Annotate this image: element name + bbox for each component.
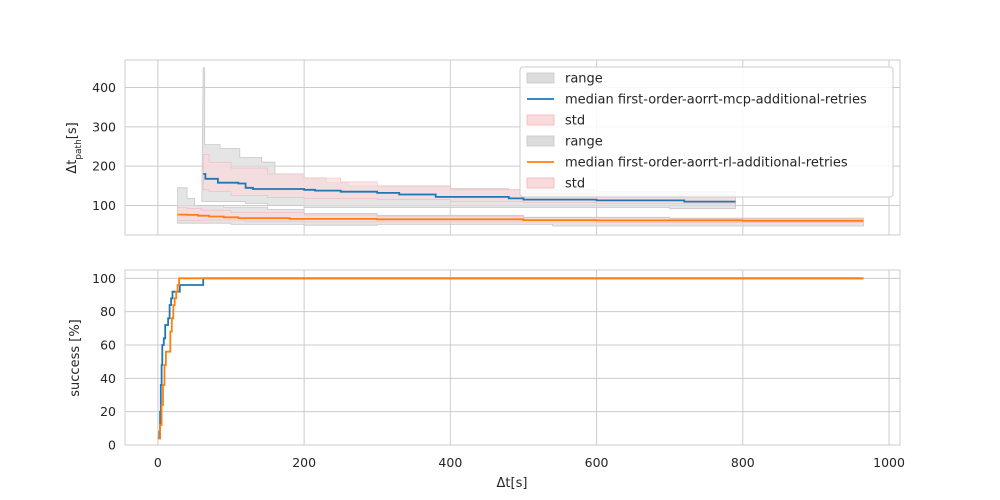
top-y-tick-label: 400 <box>92 80 116 95</box>
legend-swatch-3 <box>526 135 555 147</box>
std-band-0 <box>202 154 736 206</box>
legend-label-5: std <box>565 177 585 192</box>
x-tick-label: 0 <box>154 455 162 470</box>
legend-swatch-0 <box>526 72 555 84</box>
bottom-y-tick-label: 20 <box>100 404 116 419</box>
x-tick-label: 400 <box>438 455 462 470</box>
bottom-y-tick-label: 100 <box>92 271 116 286</box>
x-tick-label: 200 <box>292 455 316 470</box>
top-y-tick-label: 100 <box>92 198 116 213</box>
bottom-y-tick-label: 40 <box>100 371 116 386</box>
bottom-tick-labels: 0 200 400 600 800 1000 0 20 40 60 80 100 <box>92 271 905 470</box>
bottom-success-lines <box>157 277 864 440</box>
bottom-y-tick-label: 60 <box>100 338 116 353</box>
top-panel: 100 200 300 400 Δtpath[s] range median first… <box>65 59 901 236</box>
bottom-panel: 0 200 400 600 800 1000 0 20 40 60 80 100 success [%… <box>68 269 905 491</box>
top-y-tick-label: 200 <box>92 159 116 174</box>
bottom-y-tick-label: 0 <box>108 438 116 453</box>
median-line-1 <box>177 213 864 222</box>
bottom-y-axis-label: success [%] <box>68 319 83 396</box>
top-y-axis-label: Δtpath[s] <box>65 122 84 173</box>
bottom-plot-area <box>124 269 901 446</box>
top-y-tick-label: 300 <box>92 119 116 134</box>
top-median-lines <box>177 173 864 222</box>
x-tick-label: 1000 <box>873 455 905 470</box>
median-line-0 <box>203 173 736 203</box>
legend-label-0: range <box>565 72 603 87</box>
legend-label-1: median first-order-aorrt-mcp-additional-… <box>565 93 867 108</box>
top-tick-labels: 100 200 300 400 <box>92 80 116 213</box>
legend-label-3: range <box>565 135 603 150</box>
legend-swatch-5 <box>526 177 555 189</box>
legend-label-2: std <box>565 114 585 129</box>
success-line-1 <box>157 277 864 440</box>
bottom-y-tick-label: 80 <box>100 304 116 319</box>
x-tick-label: 800 <box>731 455 755 470</box>
legend-label-4: median first-order-aorrt-rl-additional-r… <box>565 156 848 171</box>
success-line-0 <box>157 277 864 440</box>
x-tick-label: 600 <box>585 455 609 470</box>
legend-swatch-2 <box>526 114 555 126</box>
x-axis-label: Δt[s] <box>497 476 528 491</box>
legend: range median first-order-aorrt-mcp-additi… <box>519 66 894 198</box>
legend-box <box>519 66 894 198</box>
